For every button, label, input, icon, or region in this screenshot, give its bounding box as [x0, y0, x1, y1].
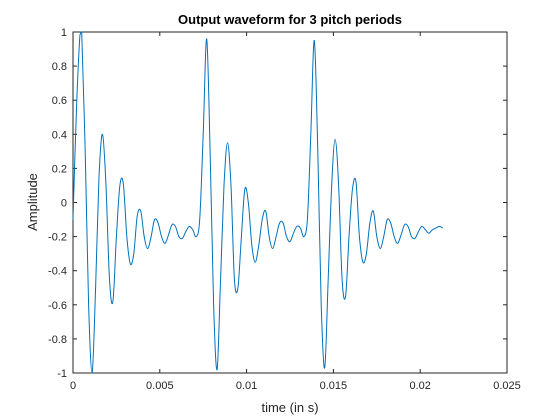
y-tick-label: -1 — [57, 368, 67, 380]
y-tick-label: 0.2 — [52, 163, 67, 175]
y-axis-label: Amplitude — [25, 173, 40, 231]
waveform-line — [72, 31, 444, 374]
y-tick-label: 0.6 — [52, 95, 67, 107]
x-tick-label: 0.005 — [146, 380, 174, 392]
y-tick-label: -0.6 — [48, 300, 67, 312]
y-tick-label: 1 — [61, 27, 67, 39]
x-tick-label: 0.025 — [493, 380, 521, 392]
axis-tick-labels: 0 0.005 0.01 0.015 0.02 0.025 -1 -0.8 -0.6 -0.4 -0… — [48, 27, 521, 392]
chart-title: Output waveform for 3 pitch periods — [178, 12, 402, 27]
y-tick-label: -0.2 — [48, 232, 67, 244]
y-tick-label: 0 — [61, 198, 67, 210]
y-tick-label: -0.4 — [48, 266, 67, 278]
plot-area — [72, 31, 508, 374]
x-tick-label: 0.015 — [320, 380, 348, 392]
x-tick-label: 0.01 — [236, 380, 257, 392]
x-axis-label: time (in s) — [261, 400, 318, 415]
y-tick-label: 0.8 — [52, 61, 67, 73]
y-tick-label: 0.4 — [52, 129, 67, 141]
y-tick-label: -0.8 — [48, 334, 67, 346]
x-tick-label: 0 — [70, 380, 76, 392]
x-tick-label: 0.02 — [409, 380, 430, 392]
